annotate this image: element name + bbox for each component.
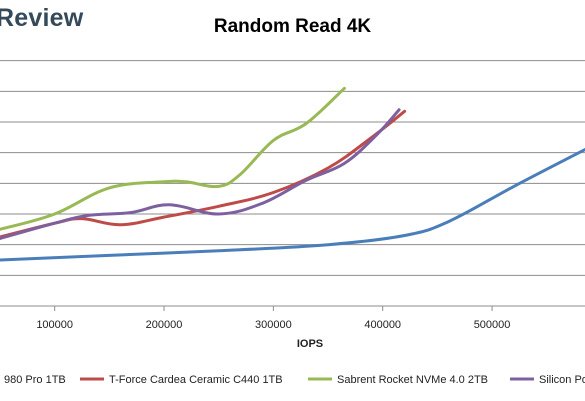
x-tick-label: 400000 (364, 319, 401, 331)
legend: 980 Pro 1TB T-Force Cardea Ceramic C440 1… (4, 374, 585, 386)
legend-label: 980 Pro 1TB (4, 374, 66, 386)
brand-logo: Review (0, 4, 84, 32)
x-axis-title: IOPS (297, 338, 323, 350)
series-line-0 (0, 148, 585, 262)
x-tick-label: 100000 (36, 319, 73, 331)
series-line-3 (0, 108, 401, 240)
x-tick-label: 200000 (146, 319, 183, 331)
legend-label: Sabrent Rocket NVMe 4.0 2TB (337, 374, 488, 386)
x-tick-label: 500000 (474, 319, 511, 331)
x-tick-label: 300000 (255, 319, 292, 331)
legend-label: Silicon Po (539, 374, 585, 386)
x-axis: 100000 200000 300000 400000 500000 (0, 305, 585, 331)
legend-label: T-Force Cardea Ceramic C440 1TB (109, 374, 283, 386)
series-line-1 (0, 109, 407, 239)
series-lines (0, 86, 585, 262)
series-line-2 (0, 86, 346, 231)
chart-title: Random Read 4K (213, 16, 372, 37)
gridlines (0, 60, 585, 276)
